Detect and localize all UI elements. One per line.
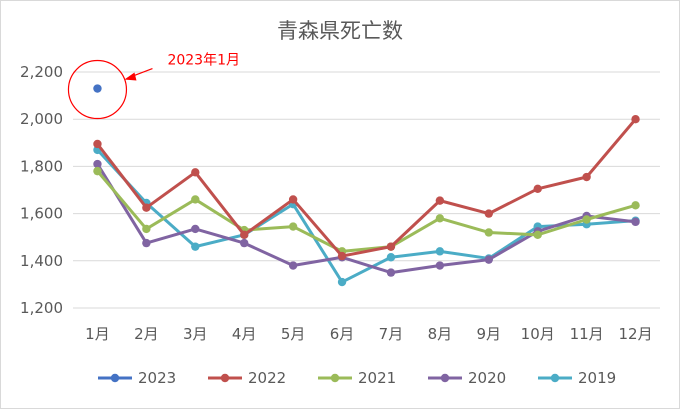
data-point — [93, 84, 102, 93]
data-point — [631, 115, 640, 124]
data-point — [288, 222, 298, 231]
y-tick-label: 2,200 — [20, 63, 63, 81]
x-tick-label: 6月 — [330, 325, 355, 343]
data-point — [337, 277, 347, 287]
data-point — [582, 215, 591, 224]
data-point — [533, 230, 542, 240]
data-point — [435, 214, 445, 223]
data-point — [191, 224, 200, 234]
legend-marker — [550, 373, 560, 383]
legend-item-2022: 2022 — [208, 369, 286, 387]
legend-item-2023: 2023 — [98, 369, 176, 387]
data-point — [582, 172, 591, 182]
annotation-arrowhead — [124, 72, 137, 81]
data-point — [435, 247, 445, 256]
data-point — [631, 201, 640, 210]
x-tick-label: 7月 — [379, 325, 404, 343]
data-point — [240, 230, 249, 240]
data-point — [93, 166, 102, 176]
legend-marker — [330, 373, 340, 383]
data-point — [142, 224, 151, 234]
data-point — [288, 195, 298, 204]
legend-item-2019: 2019 — [538, 369, 616, 387]
y-tick-label: 1,200 — [20, 299, 63, 317]
data-point — [93, 139, 102, 149]
x-axis: 1月 2月 3月 4月 5月 6月 7月 8月 9月 10月 11月 12月 — [85, 325, 652, 343]
data-point — [386, 242, 396, 251]
data-point — [142, 238, 151, 248]
data-point — [484, 255, 493, 264]
data-point — [337, 251, 347, 261]
legend-marker — [220, 373, 230, 383]
series-line — [96, 118, 637, 258]
series-2022 — [93, 115, 640, 261]
data-point — [533, 184, 542, 194]
chart-title: 青森県死亡数 — [277, 19, 403, 43]
data-point — [386, 268, 396, 277]
x-tick-label: 10月 — [521, 325, 555, 343]
series-2023 — [93, 84, 102, 93]
data-point — [191, 168, 200, 177]
series-2021 — [93, 166, 640, 256]
y-tick-label: 1,800 — [20, 157, 63, 175]
data-point — [191, 242, 200, 251]
x-tick-label: 1月 — [85, 325, 110, 343]
series-line — [96, 163, 636, 275]
x-tick-label: 5月 — [281, 325, 306, 343]
data-point — [631, 217, 640, 227]
legend-label: 2023 — [138, 369, 176, 387]
data-point — [484, 209, 493, 218]
series-line — [96, 170, 636, 253]
series-2020 — [93, 159, 640, 277]
y-axis: 1,200 1,400 1,600 1,800 2,000 2,200 — [20, 63, 63, 317]
legend-item-2021: 2021 — [318, 369, 396, 387]
x-tick-label: 8月 — [428, 325, 453, 343]
data-point — [386, 253, 396, 262]
series-line — [96, 148, 636, 284]
legend-marker — [110, 373, 120, 383]
x-tick-label: 3月 — [183, 325, 208, 343]
x-tick-label: 12月 — [618, 325, 652, 343]
legend-label: 2019 — [578, 369, 616, 387]
legend-item-2020: 2020 — [428, 369, 506, 387]
x-tick-label: 2月 — [134, 325, 159, 343]
legend: 2023 2022 2021 2020 2019 — [98, 369, 616, 387]
gridlines — [73, 71, 660, 309]
x-tick-label: 11月 — [570, 325, 604, 343]
y-tick-label: 2,000 — [20, 110, 63, 128]
series-layer — [93, 84, 640, 287]
data-point — [484, 228, 493, 237]
legend-label: 2021 — [358, 369, 396, 387]
x-tick-label: 9月 — [477, 325, 502, 343]
annotation-label: 2023年1月 — [167, 53, 240, 69]
x-tick-label: 4月 — [232, 325, 257, 343]
annotation: 2023年1月 — [67, 53, 240, 120]
legend-label: 2020 — [468, 369, 506, 387]
data-point — [435, 196, 445, 205]
legend-marker — [440, 373, 450, 383]
data-point — [191, 195, 200, 204]
legend-label: 2022 — [248, 369, 286, 387]
data-point — [288, 261, 298, 270]
data-point — [240, 238, 249, 248]
annotation-circle — [67, 59, 128, 120]
y-tick-label: 1,600 — [20, 205, 63, 223]
y-tick-label: 1,400 — [20, 252, 63, 270]
data-point — [435, 261, 445, 270]
data-point — [142, 203, 151, 212]
data-point — [93, 159, 102, 169]
